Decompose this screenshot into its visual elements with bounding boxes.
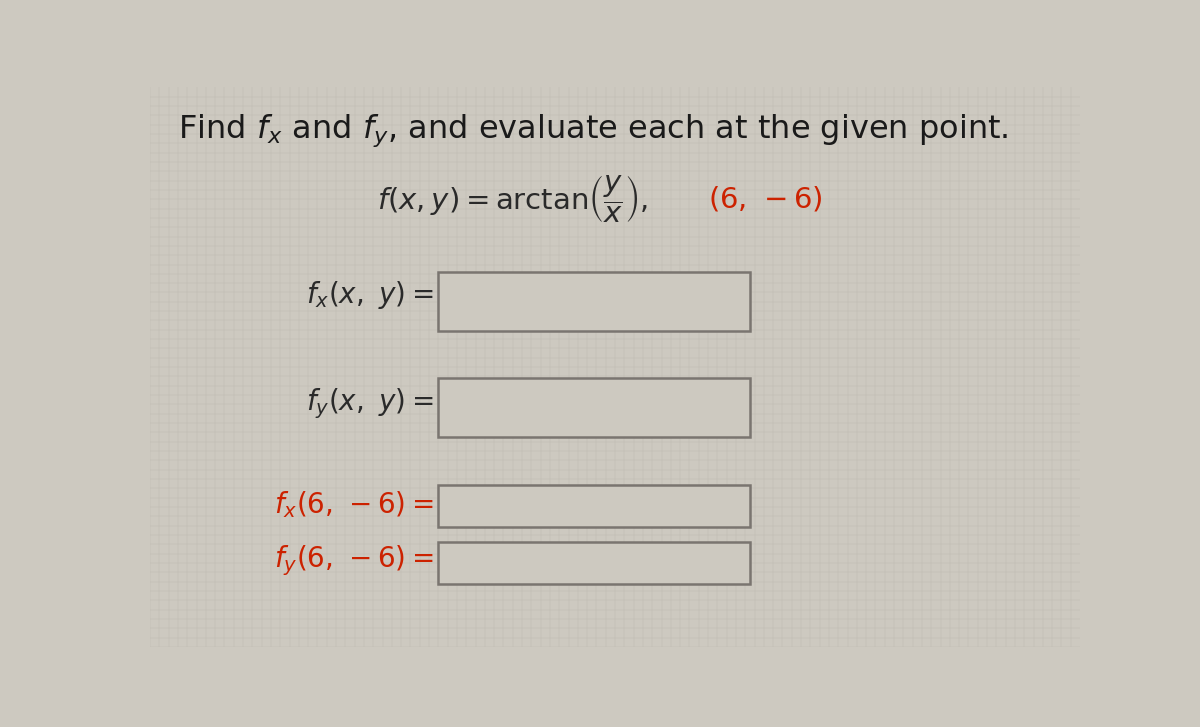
Text: Find $f_x$ and $f_y$, and evaluate each at the given point.: Find $f_x$ and $f_y$, and evaluate each … [178,113,1008,149]
Text: $f_x(6,\,-6) =$: $f_x(6,\,-6) =$ [274,489,433,520]
Text: $f(x, y) = \arctan\!\left(\dfrac{y}{x}\right),$: $f(x, y) = \arctan\!\left(\dfrac{y}{x}\r… [377,174,648,225]
FancyBboxPatch shape [438,542,750,585]
Text: $f_y(6,\,-6) =$: $f_y(6,\,-6) =$ [274,543,433,577]
Text: $f_y(x,\ y) =$: $f_y(x,\ y) =$ [306,386,433,421]
FancyBboxPatch shape [438,485,750,526]
FancyBboxPatch shape [438,272,750,331]
FancyBboxPatch shape [438,378,750,437]
Text: $(6,\,-6)$: $(6,\,-6)$ [708,185,823,214]
Text: $f_x(x,\ y) =$: $f_x(x,\ y) =$ [306,279,433,311]
